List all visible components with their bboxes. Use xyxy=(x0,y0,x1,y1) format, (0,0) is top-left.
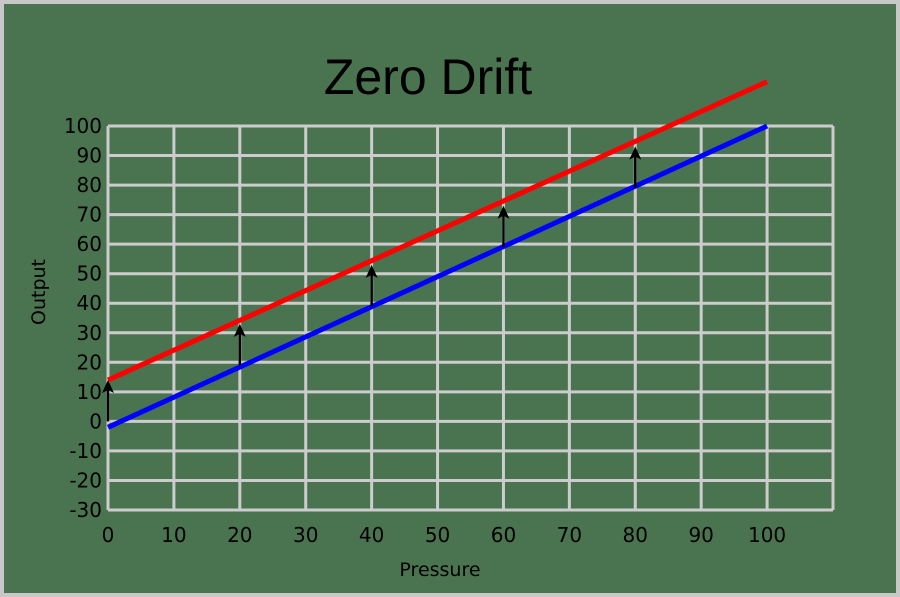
y-tick-label: 10 xyxy=(77,380,102,404)
chart-title: Zero Drift xyxy=(324,49,532,105)
x-tick-label: 0 xyxy=(102,523,115,547)
x-tick-label: 10 xyxy=(161,523,186,547)
y-tick-label: 60 xyxy=(77,232,102,256)
y-tick-label: 40 xyxy=(77,291,102,315)
original-output-line xyxy=(106,123,769,430)
x-axis-label: Pressure xyxy=(399,559,480,581)
drift-arrow-icon xyxy=(233,323,246,366)
x-tick-label: 80 xyxy=(623,523,648,547)
x-tick-label: 50 xyxy=(425,523,450,547)
y-tick-label: 20 xyxy=(77,350,102,374)
y-tick-label: -10 xyxy=(69,439,102,463)
x-tick-label: 40 xyxy=(359,523,384,547)
y-axis-label: Output xyxy=(28,259,50,325)
drift-arrow-icon xyxy=(365,264,378,307)
x-tick-label: 90 xyxy=(688,523,713,547)
drift-arrows xyxy=(102,146,642,422)
x-tick-label: 60 xyxy=(491,523,516,547)
drift-arrow-icon xyxy=(497,205,510,248)
drift-arrow-icon xyxy=(629,146,642,189)
y-tick-label: 100 xyxy=(64,114,102,138)
y-tick-label: 0 xyxy=(89,409,102,433)
x-tick-label: 70 xyxy=(557,523,582,547)
y-tick-label: -20 xyxy=(69,468,102,492)
x-tick-label: 100 xyxy=(748,523,786,547)
y-tick-label: 30 xyxy=(77,321,102,345)
x-tick-label: 20 xyxy=(227,523,252,547)
x-axis-ticks: 0 10 20 30 40 50 60 70 80 90 100 xyxy=(102,523,787,547)
drift-arrow-icon xyxy=(102,380,114,422)
chart-frame: 100 90 80 70 60 50 40 30 20 10 0 -10 -20 -30 0 10 20 30 4… xyxy=(4,4,896,593)
y-tick-label: 90 xyxy=(77,144,102,168)
y-tick-label: -30 xyxy=(69,498,102,522)
drifted-output-line xyxy=(106,79,769,383)
y-tick-label: 50 xyxy=(77,262,102,286)
y-tick-label: 70 xyxy=(77,203,102,227)
series-lines xyxy=(106,79,769,430)
grid xyxy=(106,124,835,512)
x-tick-label: 30 xyxy=(293,523,318,547)
y-tick-label: 80 xyxy=(77,173,102,197)
